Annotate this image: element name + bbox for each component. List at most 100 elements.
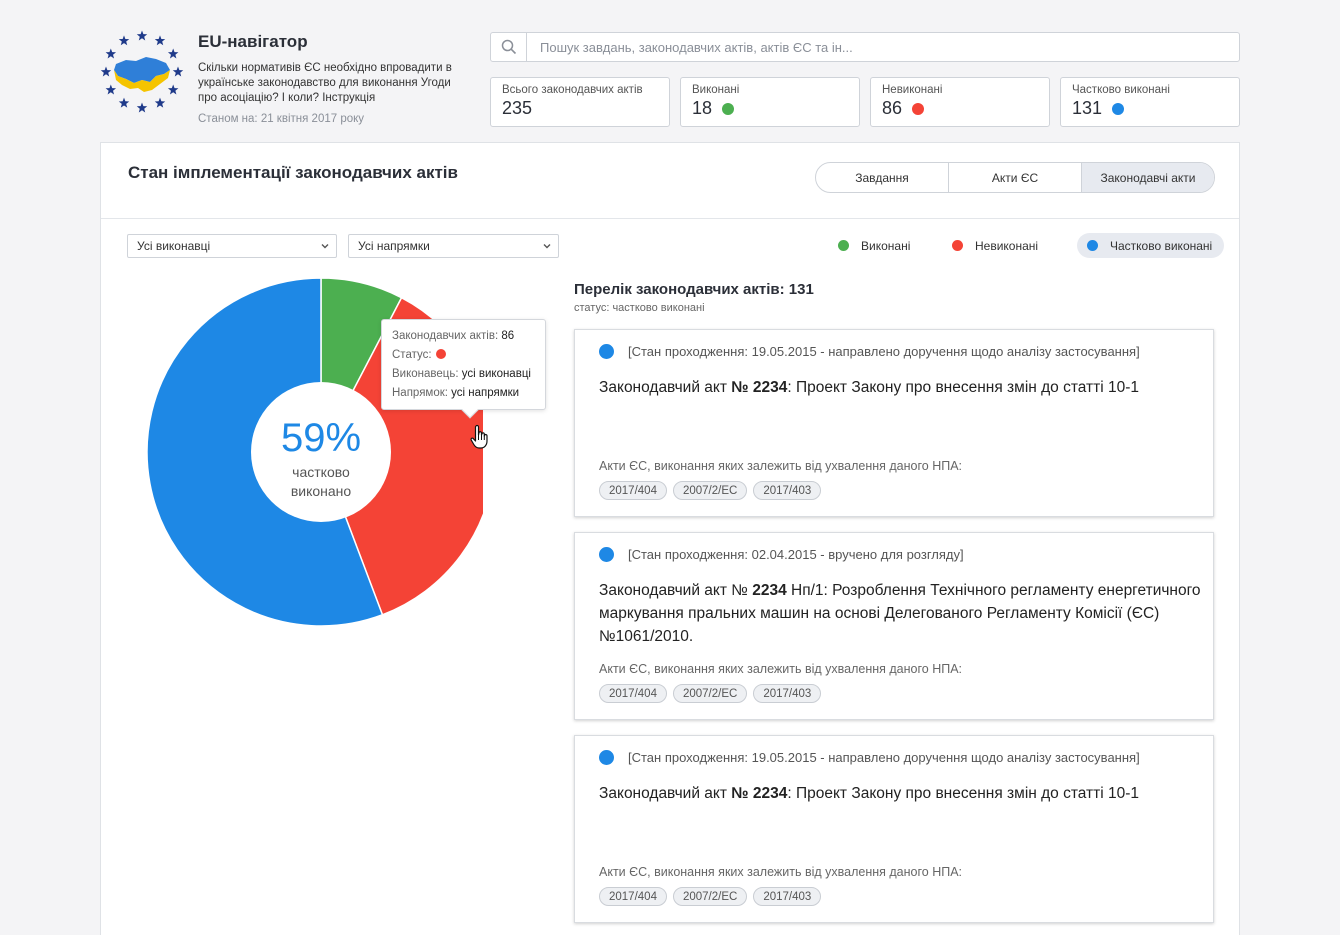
card-tags: 2017/404 2007/2/ЕС 2017/403 [599,887,822,906]
tooltip-executor-value: усі виконавці [461,368,531,380]
eu-star-icon [154,35,166,46]
tooltip-acts-label: Законодавчих актів: [392,330,499,342]
card-title-prefix: Законодавчий акт № [599,582,753,599]
card-status-text: [Стан проходження: 19.05.2015 - направле… [628,750,1140,765]
eu-star-icon [167,48,179,59]
stat-total[interactable]: Всього законодавчих актів 235 [490,77,670,127]
card-title-number: № 2234 [731,785,788,802]
card-title-text: : Проект Закону про внесення змін до ста… [787,785,1140,802]
stat-partial-label: Частково виконані [1072,84,1170,96]
eu-act-tag[interactable]: 2017/404 [599,887,667,906]
tab-legislative-acts[interactable]: Законодавчі акти [1082,163,1214,192]
card-title-prefix: Законодавчий акт [599,785,732,802]
stat-total-label: Всього законодавчих актів [502,84,643,96]
act-card[interactable]: [Стан проходження: 19.05.2015 - направле… [574,329,1214,517]
status-dot-blue [1112,102,1125,115]
eu-act-tag[interactable]: 2007/2/ЕС [672,887,748,906]
eu-star-icon [118,35,130,46]
acts-list-title: Перелік законодавчих актів: 131 [574,281,814,298]
executor-select[interactable]: Усі виконавці [127,234,337,258]
tooltip-status-dot [435,349,446,359]
tooltip-direction-value: усі напрямки [451,387,520,399]
act-card[interactable]: [Стан проходження: 19.05.2015 - направле… [574,735,1214,923]
card-tags: 2017/404 2007/2/ЕС 2017/403 [599,684,822,703]
direction-select-value: Усі напрямки [358,239,430,253]
panel-title: Стан імплементації законодавчих актів [128,163,458,182]
direction-select[interactable]: Усі напрямки [348,234,559,258]
legend-partial[interactable]: Частково виконані [1077,233,1225,258]
card-status-dot [599,750,614,765]
eu-ukraine-logo [100,30,184,113]
stat-done[interactable]: Виконані 18 [680,77,860,127]
stat-partial-value: 131 [1072,98,1103,118]
card-title-number: 2234 [752,582,787,599]
legend-done[interactable]: Виконані [838,233,910,258]
view-tabs: Завдання Акти ЄС Законодавчі акти [815,162,1215,193]
card-title[interactable]: Законодавчий акт № 2234: Проект Закону п… [599,376,1209,399]
legend-dot-blue [1087,240,1098,251]
chart-tooltip: Законодавчих актів: 86 Статус: Виконавец… [381,319,546,419]
tab-eu-acts[interactable]: Акти ЄС [949,163,1082,192]
pie-center-value: 59% [281,416,361,460]
legend-done-label: Виконані [861,238,911,253]
stat-partial[interactable]: Частково виконані 131 [1060,77,1240,127]
eu-act-tag[interactable]: 2017/403 [753,684,822,703]
card-deps-label: Акти ЄС, виконання яких залежить від ухв… [599,459,963,473]
legend-dot-red [952,240,963,251]
panel-divider [101,218,1239,219]
eu-act-tag[interactable]: 2017/404 [599,481,667,500]
stat-undone[interactable]: Невиконані 86 [870,77,1050,127]
tooltip-executor-label: Виконавець: [392,368,459,380]
eu-star-icon [100,66,112,77]
eu-star-icon [105,84,117,95]
search-input[interactable] [527,34,1239,60]
eu-act-tag[interactable]: 2017/403 [753,481,822,500]
eu-star-icon [118,97,130,108]
search-icon [501,39,516,55]
card-status-text: [Стан проходження: 19.05.2015 - направле… [628,344,1140,359]
card-deps-label: Акти ЄС, виконання яких залежить від ухв… [599,865,963,879]
chevron-down-icon [543,244,551,249]
stat-total-value: 235 [502,98,533,118]
chevron-down-icon [321,244,329,249]
eu-act-tag[interactable]: 2007/2/ЕС [672,481,748,500]
search-bar [490,32,1240,62]
status-dot-green [722,102,735,115]
card-tags: 2017/404 2007/2/ЕС 2017/403 [599,481,822,500]
stat-undone-label: Невиконані [882,84,943,96]
eu-star-icon [172,66,184,77]
eu-act-tag[interactable]: 2017/403 [753,887,822,906]
card-title-number: № 2234 [731,379,788,396]
card-status-dot [599,344,614,359]
stat-done-label: Виконані [692,84,740,96]
eu-act-tag[interactable]: 2017/404 [599,684,667,703]
eu-star-icon [154,97,166,108]
card-status-dot [599,547,614,562]
card-title-prefix: Законодавчий акт [599,379,732,396]
legend-dot-green [838,240,849,251]
card-title-text: : Проект Закону про внесення змін до ста… [787,379,1140,396]
card-deps-label: Акти ЄС, виконання яких залежить від ухв… [599,662,963,676]
card-title[interactable]: Законодавчий акт № 2234 Нп/1: Розробленн… [599,579,1209,648]
eu-star-icon [136,102,148,113]
tooltip-status-label: Статус: [392,349,432,361]
pie-center-label-2: виконано [291,483,352,499]
stat-undone-value: 86 [882,98,903,118]
pie-center [251,382,391,522]
act-card[interactable]: [Стан проходження: 02.04.2015 - вручено … [574,532,1214,720]
stat-done-value: 18 [692,98,713,118]
eu-star-icon [105,48,117,59]
legend-undone[interactable]: Невиконані [952,233,1038,258]
search-button[interactable] [491,33,527,61]
pie-center-label-1: частково [292,464,350,480]
card-status-text: [Стан проходження: 02.04.2015 - вручено … [628,547,964,562]
eu-act-tag[interactable]: 2007/2/ЕС [672,684,748,703]
tab-tasks[interactable]: Завдання [816,163,949,192]
card-title-text: Нп/1: Розроблення Технічного регламенту … [599,582,1201,645]
legend-undone-label: Невиконані [975,238,1039,253]
tooltip-acts-value: 86 [501,330,515,342]
card-title[interactable]: Законодавчий акт № 2234: Проект Закону п… [599,782,1209,805]
eu-star-icon [136,30,148,41]
app-description[interactable]: Скільки нормативів ЄС необхідно впровади… [198,62,452,104]
eu-star-icon [167,84,179,95]
